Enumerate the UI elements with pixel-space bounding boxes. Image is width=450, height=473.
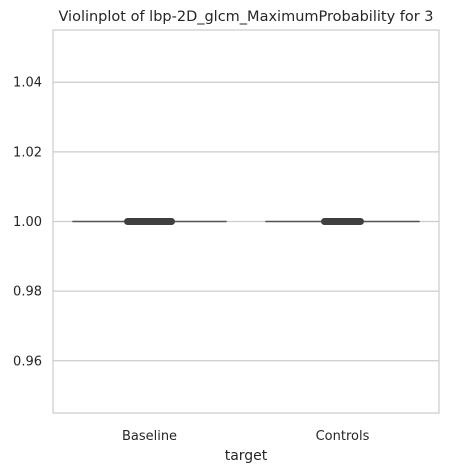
y-tick-label: 0.98 xyxy=(13,285,42,300)
chart-title: Violinplot of lbp-2D_glcm_MaximumProbabi… xyxy=(58,9,433,25)
x-tick-label: Baseline xyxy=(122,429,177,444)
y-axis: 0.96 0.98 1.00 1.02 1.04 xyxy=(13,76,42,370)
x-axis-label: target xyxy=(225,448,268,464)
x-tick-label: Controls xyxy=(316,429,370,444)
y-tick-label: 0.96 xyxy=(13,354,42,369)
plot-frame xyxy=(52,29,440,414)
x-axis: Baseline Controls xyxy=(122,429,370,444)
y-tick-label: 1.02 xyxy=(13,145,42,160)
y-tick-label: 1.00 xyxy=(13,215,42,230)
y-tick-label: 1.04 xyxy=(13,76,42,91)
